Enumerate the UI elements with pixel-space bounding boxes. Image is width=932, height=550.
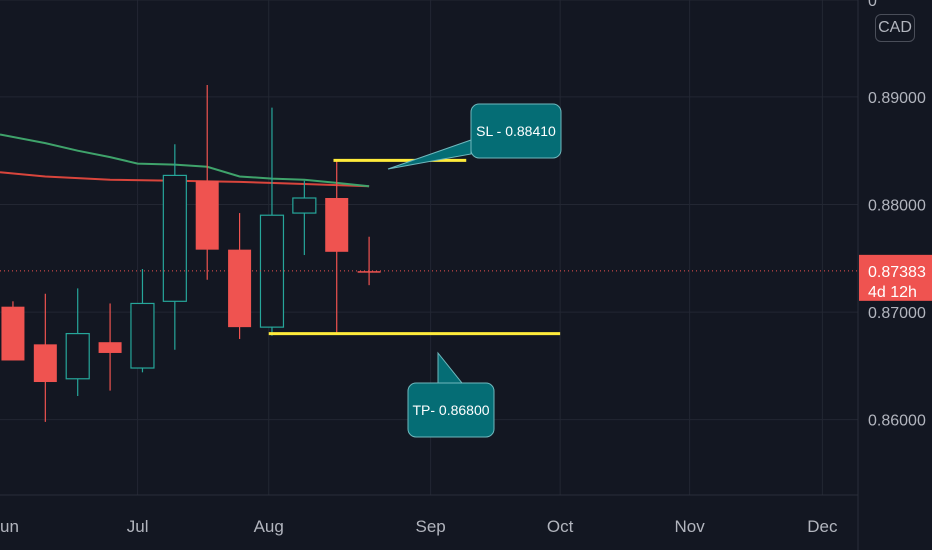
candle-body[interactable] <box>292 197 317 214</box>
candle-body[interactable] <box>357 271 381 273</box>
candle-body[interactable] <box>130 302 155 369</box>
price-axis-label: 0.86000 <box>868 413 926 430</box>
sl-callout-box <box>470 103 562 159</box>
candle-body[interactable] <box>162 174 187 302</box>
time-axis-label: un <box>0 517 19 536</box>
time-axis-label: Aug <box>254 517 284 536</box>
tp-callout-box <box>407 382 495 438</box>
candle-body[interactable] <box>228 249 252 328</box>
price-axis-label: 0.89000 <box>868 90 926 107</box>
time-axis-label: Sep <box>415 517 445 536</box>
tp-callout[interactable]: TP- 0.86800 <box>407 351 495 438</box>
candle-countdown: 4d 12h <box>868 284 917 301</box>
candle-body[interactable] <box>325 198 349 252</box>
current-price-tag[interactable] <box>859 254 932 301</box>
moving-average-green-line <box>0 133 370 188</box>
candle-body[interactable] <box>65 332 90 380</box>
tp-callout-label: TP- 0.86800 <box>412 402 489 418</box>
candle-body[interactable] <box>98 342 122 353</box>
price-axis-label: 0.88000 <box>868 197 926 214</box>
current-price-value: 0.87383 <box>868 264 926 281</box>
sl-callout[interactable]: SL - 0.88410 <box>387 103 562 170</box>
time-axis-label: Nov <box>675 517 706 536</box>
time-axis-label: Oct <box>547 517 574 536</box>
candle-body[interactable] <box>195 180 219 250</box>
candle-body[interactable] <box>33 344 57 383</box>
time-axis-label: Jul <box>127 517 149 536</box>
sl-callout-label: SL - 0.88410 <box>476 123 556 139</box>
price-axis-label: 0 <box>868 0 877 10</box>
currency-badge[interactable]: CAD <box>875 14 915 42</box>
time-axis-label: Dec <box>807 517 838 536</box>
candle-body[interactable] <box>1 306 25 361</box>
price-axis-label: 0.87000 <box>868 305 926 322</box>
